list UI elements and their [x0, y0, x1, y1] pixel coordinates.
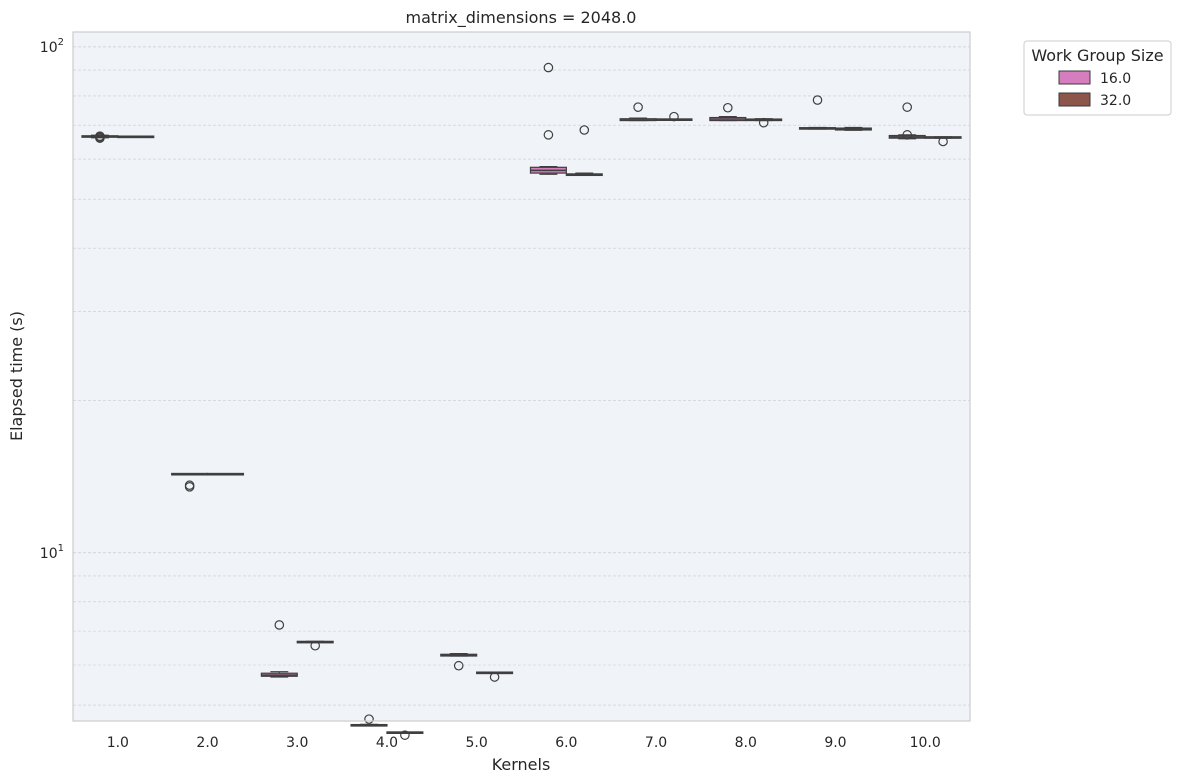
box-32.0-8.0	[745, 117, 783, 128]
outlier-point	[758, 117, 769, 128]
plot-area	[73, 32, 970, 721]
outlier-point	[543, 130, 554, 140]
x-axis-ticks: 1.0 2.0 3.0 4.0 5.0 6.0 7.0 8.0 9.0 10.0	[107, 735, 941, 751]
box-16.0-4.0	[350, 714, 388, 727]
outlier-point	[274, 620, 285, 630]
chart-title: matrix_dimensions = 2048.0	[406, 8, 637, 28]
x-tick-label: 10.0	[910, 735, 941, 751]
x-axis-label: Kernels	[492, 755, 551, 774]
outlier-point	[812, 95, 823, 105]
x-tick-label: 7.0	[645, 735, 667, 751]
x-tick-label: 4.0	[376, 735, 398, 751]
box-32.0-5.0	[476, 671, 514, 682]
outlier-point	[310, 640, 320, 651]
legend: Work Group Size 16.0 32.0	[1023, 40, 1172, 116]
grid-lines	[73, 46, 970, 706]
outlier-point	[543, 62, 554, 73]
box-series	[81, 62, 962, 740]
outlier-point	[489, 672, 500, 682]
legend-label-16: 16.0	[1100, 71, 1131, 87]
outlier-point	[902, 102, 913, 112]
y-axis-ticks: 101 102	[40, 37, 64, 562]
outlier-point	[400, 730, 410, 740]
x-tick-label: 2.0	[196, 735, 218, 751]
box-32.0-1.0	[117, 135, 155, 139]
outlier-point	[453, 660, 464, 671]
x-tick-label: 9.0	[824, 735, 846, 751]
x-tick-label: 5.0	[466, 735, 488, 751]
box-32.0-10.0	[924, 136, 962, 147]
x-tick-label: 3.0	[286, 735, 308, 751]
outlier-point	[633, 102, 643, 112]
outlier-point	[364, 714, 374, 724]
legend-swatch-16	[1058, 70, 1091, 85]
y-tick-label: 101	[40, 543, 64, 562]
legend-title: Work Group Size	[1031, 46, 1163, 65]
outlier-point	[579, 125, 590, 135]
box-32.0-9.0	[834, 126, 872, 131]
x-tick-label: 6.0	[555, 735, 577, 751]
box-32.0-6.0	[565, 125, 603, 177]
outlier-point	[902, 130, 913, 140]
x-tick-label: 1.0	[107, 735, 129, 751]
x-tick-label: 8.0	[735, 735, 757, 751]
box-16.0-8.0	[709, 102, 747, 122]
box-32.0-2.0	[206, 472, 245, 476]
outlier-point	[669, 111, 679, 122]
box-32.0-3.0	[296, 640, 334, 651]
box-16.0-6.0	[529, 62, 567, 175]
plot-frame	[72, 31, 971, 722]
outlier-point	[95, 131, 105, 141]
legend-label-32: 32.0	[1100, 93, 1131, 109]
outlier-point	[723, 102, 733, 113]
box-32.0-4.0	[386, 730, 424, 740]
box-16.0-5.0	[440, 652, 478, 671]
box-16.0-2.0	[171, 472, 209, 492]
legend-swatch-32	[1058, 92, 1091, 107]
y-axis-label: Elapsed time (s)	[7, 311, 26, 441]
box-16.0-10.0	[888, 102, 926, 140]
box-16.0-3.0	[260, 620, 298, 678]
y-tick-label: 102	[40, 37, 64, 56]
outlier-point	[938, 136, 948, 147]
outlier-point	[184, 480, 195, 491]
box-32.0-7.0	[655, 111, 693, 122]
